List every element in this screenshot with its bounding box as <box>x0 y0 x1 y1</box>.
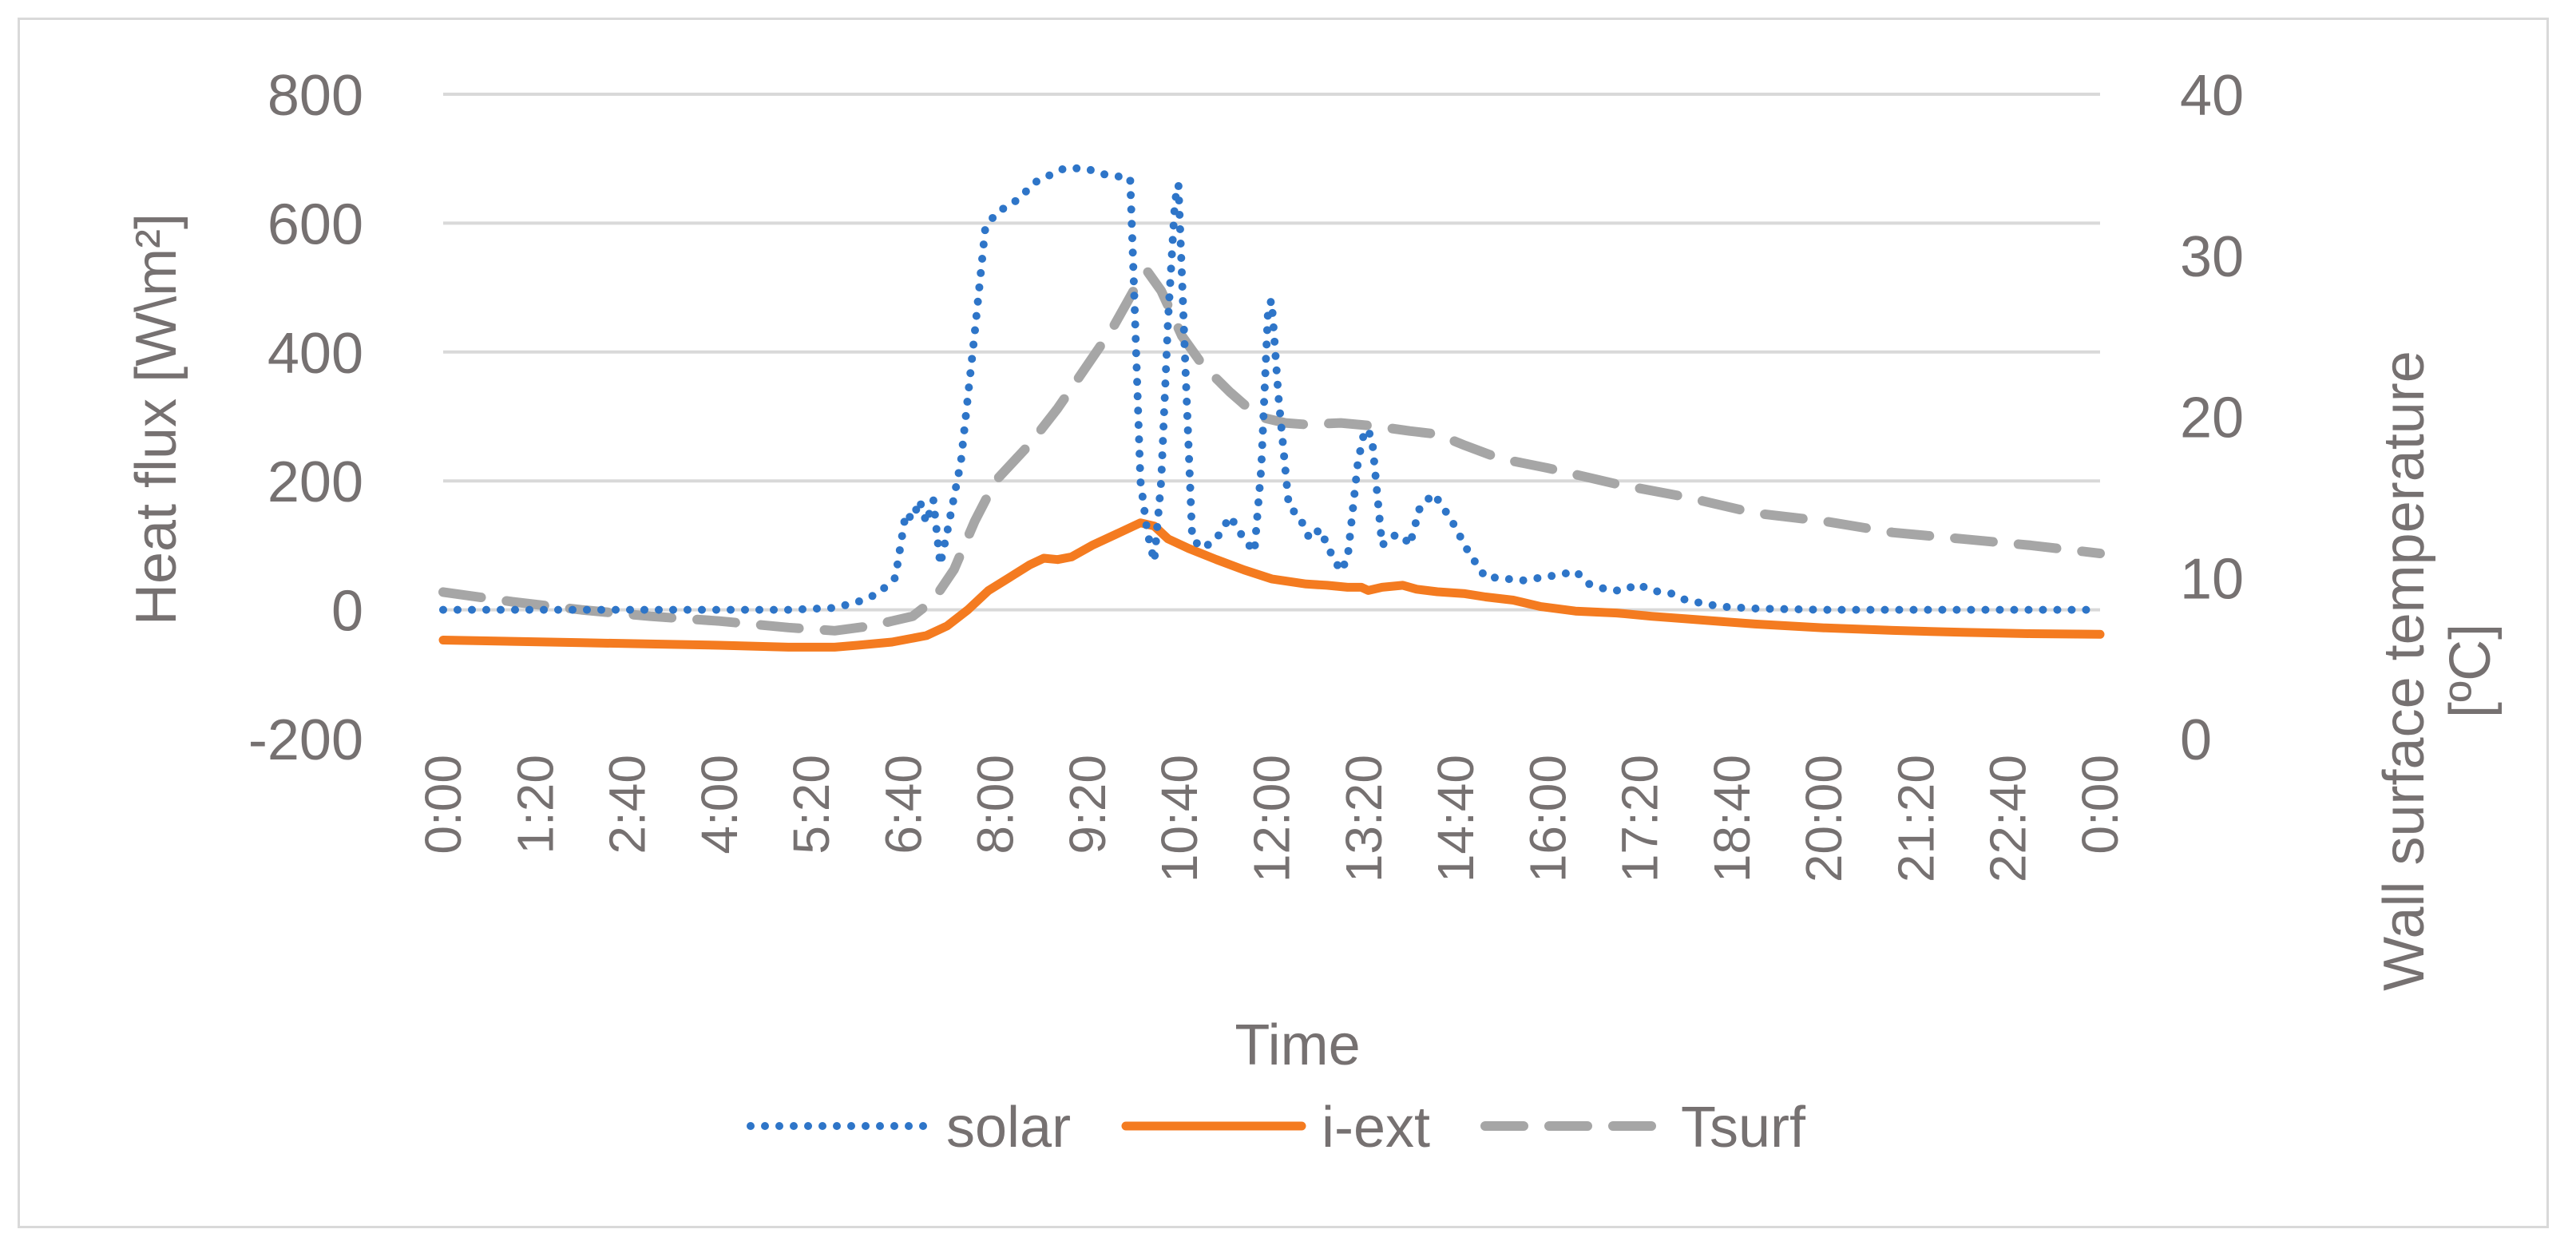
right-axis-title-line2: [ºC] <box>2439 624 2503 718</box>
x-tick-label: 12:00 <box>1243 755 1301 882</box>
x-tick-label: 22:40 <box>1980 755 2037 882</box>
x-tick-label: 16:00 <box>1519 755 1576 882</box>
legend-label-Tsurf: Tsurf <box>1681 1096 1806 1160</box>
x-tick-label: 20:00 <box>1795 755 1853 882</box>
legend: solar i-ext Tsurf <box>747 1096 1806 1160</box>
x-tick-label: 17:20 <box>1611 755 1669 882</box>
x-axis-ticks: 0:00 1:20 2:40 4:00 5:20 6:40 8:00 9:20 10:40 12:… <box>414 755 2129 882</box>
left-tick-label: 0 <box>331 580 363 644</box>
x-tick-label: 2:40 <box>599 755 656 854</box>
x-tick-label: 5:20 <box>783 755 840 854</box>
left-tick-label: 200 <box>268 450 363 514</box>
x-axis-title: Time <box>1234 1013 1360 1077</box>
right-tick-label: 30 <box>2180 225 2244 289</box>
left-axis-title: Heat flux [W\m²] <box>125 213 188 625</box>
x-tick-label: 1:20 <box>506 755 564 854</box>
left-tick-label: 800 <box>268 64 363 128</box>
right-tick-label: 40 <box>2180 64 2244 128</box>
right-axis-ticks: 0 10 20 30 40 <box>2180 64 2244 772</box>
right-tick-label: 20 <box>2180 387 2244 450</box>
legend-label-solar: solar <box>946 1096 1071 1160</box>
x-tick-label: 8:00 <box>967 755 1024 854</box>
series-line-Tsurf <box>438 266 2105 636</box>
x-tick-label: 10:40 <box>1151 755 1208 882</box>
gridlines <box>443 93 2100 612</box>
right-tick-label: 0 <box>2180 708 2212 772</box>
legend-label-i-ext: i-ext <box>1322 1096 1430 1160</box>
left-axis-ticks: -200 0 200 400 600 800 <box>248 64 363 772</box>
series-lines <box>438 164 2105 652</box>
series-line-i-ext <box>438 518 2105 652</box>
x-tick-label: 14:40 <box>1427 755 1484 882</box>
x-tick-label: 9:20 <box>1059 755 1116 854</box>
x-tick-label: 4:00 <box>691 755 748 854</box>
x-tick-label: 18:40 <box>1703 755 1761 882</box>
left-tick-label: 400 <box>268 322 363 386</box>
left-tick-label: -200 <box>248 708 363 772</box>
x-tick-label: 13:20 <box>1335 755 1393 882</box>
x-tick-label: 21:20 <box>1887 755 1944 882</box>
x-tick-label: 6:40 <box>874 755 932 854</box>
left-tick-label: 600 <box>268 192 363 256</box>
series-line-solar <box>439 164 2104 614</box>
right-tick-label: 10 <box>2180 547 2244 611</box>
x-tick-label: 0:00 <box>414 755 472 854</box>
chart-frame <box>18 18 2549 1228</box>
right-axis-title-line1: Wall surface temperature <box>2372 351 2436 991</box>
x-tick-label: 0:00 <box>2071 755 2129 854</box>
